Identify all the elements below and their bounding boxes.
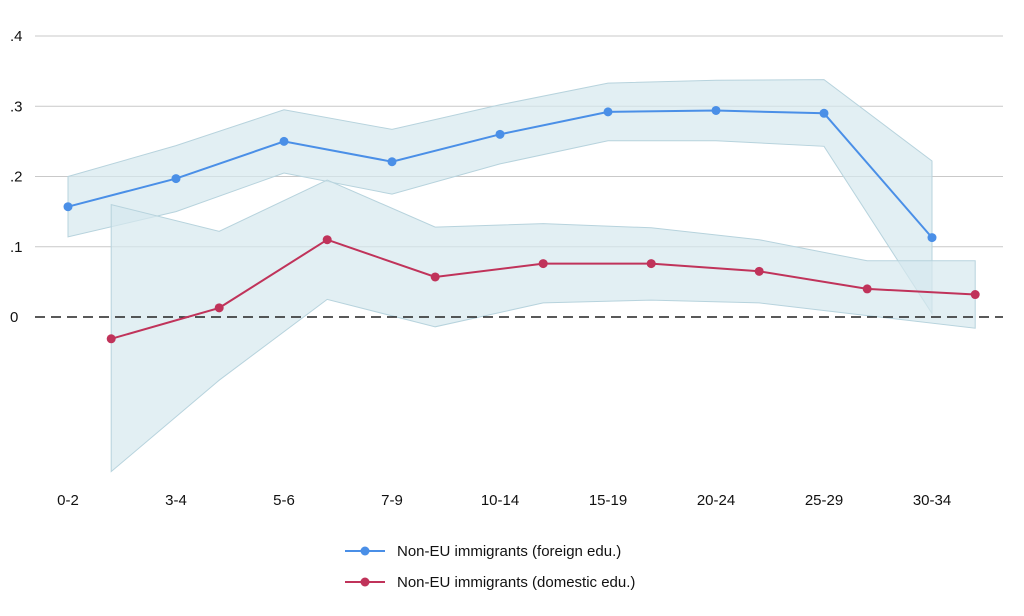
data-point	[387, 157, 397, 167]
legend: Non-EU immigrants (foreign edu.) Non-EU i…	[345, 543, 635, 591]
data-point	[754, 266, 764, 276]
x-axis-ticks: 0-2 3-4 5-6 7-9 10-14 15-19 20-24 25-29 30-34	[57, 492, 951, 509]
y-tick-label: .1	[10, 239, 23, 256]
legend-swatch-marker	[360, 577, 370, 587]
y-tick-label: .2	[10, 169, 23, 186]
x-tick-label: 3-4	[165, 492, 187, 509]
data-point	[927, 233, 937, 243]
confidence-bands	[67, 79, 976, 473]
data-point	[430, 272, 440, 282]
legend-swatch-marker	[360, 546, 370, 556]
y-tick-label: .4	[10, 28, 23, 45]
data-point	[862, 284, 872, 294]
y-tick-label: .3	[10, 98, 23, 115]
data-point	[171, 174, 181, 184]
data-point	[106, 334, 116, 344]
x-tick-label: 5-6	[273, 492, 295, 509]
y-tick-label: 0	[10, 309, 18, 326]
data-point	[538, 259, 548, 269]
data-point	[322, 235, 332, 245]
series-points	[63, 105, 980, 344]
data-point	[279, 136, 289, 146]
x-tick-label: 30-34	[913, 492, 951, 509]
data-point	[711, 105, 721, 115]
confidence-band	[110, 179, 976, 473]
x-tick-label: 7-9	[381, 492, 403, 509]
data-point	[970, 290, 980, 300]
x-tick-label: 20-24	[697, 492, 735, 509]
data-point	[819, 108, 829, 118]
x-tick-label: 25-29	[805, 492, 843, 509]
data-point	[214, 303, 224, 313]
y-axis-ticks: .4 .3 .2 .1 0	[10, 28, 23, 326]
legend-label: Non-EU immigrants (foreign edu.)	[397, 543, 621, 560]
x-tick-label: 15-19	[589, 492, 627, 509]
data-point	[495, 129, 505, 139]
data-point	[603, 107, 613, 117]
data-point	[63, 202, 73, 212]
x-tick-label: 0-2	[57, 492, 79, 509]
legend-label: Non-EU immigrants (domestic edu.)	[397, 574, 635, 591]
x-tick-label: 10-14	[481, 492, 519, 509]
data-point	[646, 259, 656, 269]
